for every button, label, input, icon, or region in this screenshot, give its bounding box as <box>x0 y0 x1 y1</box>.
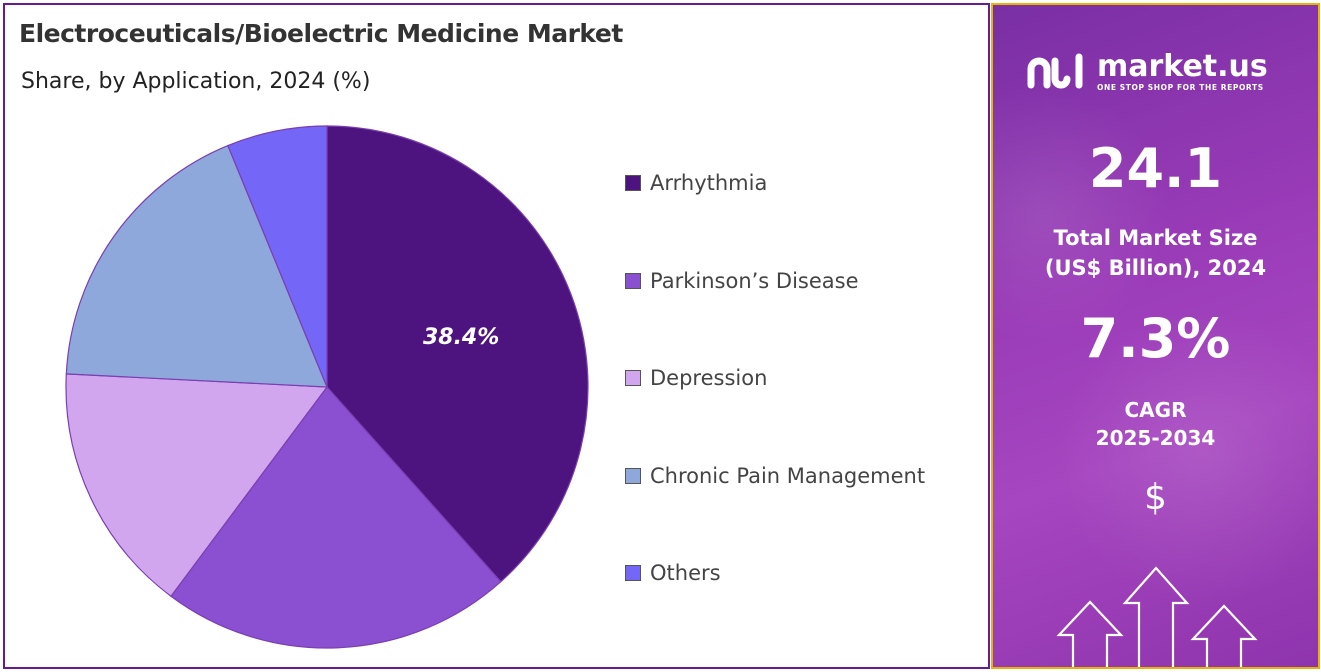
cagr-label-line1: CAGR <box>1124 398 1187 422</box>
chart-legend: Arrhythmia Parkinson’s Disease Depression C… <box>625 163 980 651</box>
legend-swatch <box>625 467 641 484</box>
growth-arrows-icon <box>1056 566 1258 667</box>
legend-item: Parkinson’s Disease <box>625 261 980 301</box>
pie-chart: 38.4% <box>65 125 589 649</box>
legend-item: Chronic Pain Management <box>625 456 980 496</box>
legend-item: Arrhythmia <box>625 163 980 203</box>
legend-item: Others <box>625 553 980 593</box>
legend-swatch <box>625 370 641 386</box>
chart-panel: Electroceuticals/Bioelectric Medicine Ma… <box>3 3 990 669</box>
cagr-label-line2: 2025-2034 <box>1095 426 1216 450</box>
pie-slice-chronic-pain-management <box>65 144 328 388</box>
pie-slice-arrhythmia <box>326 125 589 583</box>
chart-title: Electroceuticals/Bioelectric Medicine Ma… <box>19 19 623 48</box>
brand-tagline: ONE STOP SHOP FOR THE REPORTS <box>1097 82 1264 92</box>
legend-label: Depression <box>650 366 768 390</box>
pie-data-label: 38.4% <box>423 325 499 350</box>
cagr-value: 7.3% <box>1080 307 1231 370</box>
pie-slice-parkinson-s-disease <box>170 386 502 649</box>
legend-swatch <box>625 565 641 581</box>
legend-swatch <box>625 175 641 191</box>
market-us-logo-icon <box>1027 53 1083 89</box>
currency-symbol: $ <box>1144 477 1167 518</box>
legend-label: Chronic Pain Management <box>650 463 926 488</box>
market-size-label-line2: (US$ Billion), 2024 <box>1044 256 1267 280</box>
market-size-value: 24.1 <box>1088 137 1223 200</box>
brand-logo: market.us ONE STOP SHOP FOR THE REPORTS <box>1025 49 1268 93</box>
brand-name: market.us <box>1097 48 1268 84</box>
pie-slice-depression <box>65 373 329 598</box>
legend-label: Parkinson’s Disease <box>650 268 859 293</box>
pie-slice-others <box>227 125 328 388</box>
legend-item: Depression <box>625 358 980 398</box>
legend-label: Arrhythmia <box>650 171 768 195</box>
market-size-label-line1: Total Market Size <box>1053 226 1258 250</box>
legend-label: Others <box>650 561 721 585</box>
legend-swatch <box>625 272 641 289</box>
chart-subtitle: Share, by Application, 2024 (%) <box>21 69 371 94</box>
info-panel: market.us ONE STOP SHOP FOR THE REPORTS … <box>991 3 1320 669</box>
